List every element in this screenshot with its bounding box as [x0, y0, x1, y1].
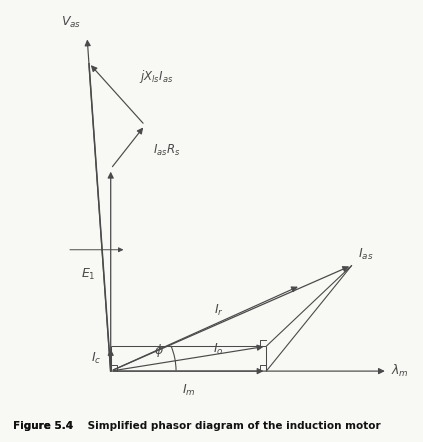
Text: Figure 5.4    Simplified phasor diagram of the induction motor: Figure 5.4 Simplified phasor diagram of … — [13, 421, 380, 431]
Text: $V_{as}$: $V_{as}$ — [60, 15, 81, 30]
Text: $\phi$: $\phi$ — [154, 343, 164, 359]
Text: $E_1$: $E_1$ — [80, 267, 95, 282]
Text: $jX_{ls}I_{as}$: $jX_{ls}I_{as}$ — [139, 68, 173, 85]
Text: $I_c$: $I_c$ — [91, 351, 102, 366]
Text: $I_{as}$: $I_{as}$ — [358, 247, 374, 262]
Text: $I_o$: $I_o$ — [213, 342, 224, 357]
Text: $I_m$: $I_m$ — [182, 383, 195, 398]
Text: $I_r$: $I_r$ — [214, 303, 224, 318]
Text: Figure 5.4: Figure 5.4 — [13, 421, 73, 431]
Text: $\lambda_m$: $\lambda_m$ — [391, 363, 409, 379]
Text: $I_{as}R_s$: $I_{as}R_s$ — [153, 143, 180, 158]
